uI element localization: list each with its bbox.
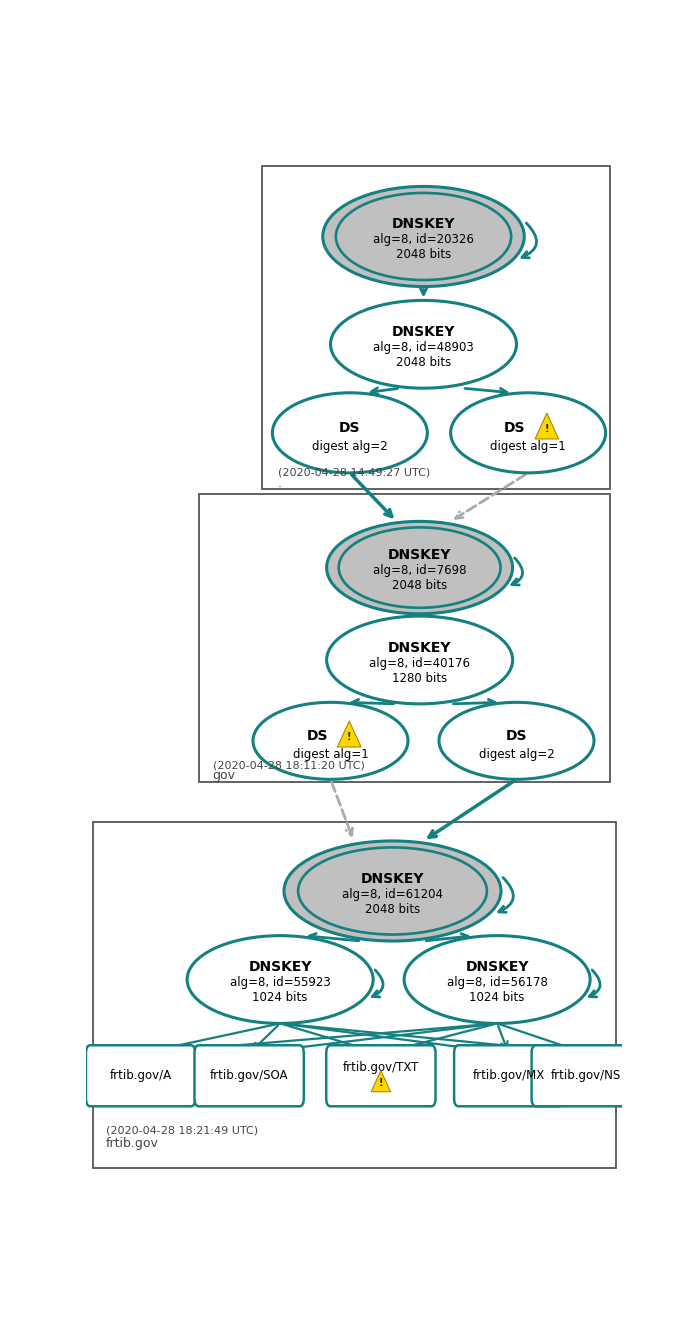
Text: 1024 bits: 1024 bits [469,991,524,1005]
Ellipse shape [253,702,408,779]
Text: DS: DS [504,421,525,435]
Text: digest alg=2: digest alg=2 [312,440,388,453]
Text: 2048 bits: 2048 bits [365,902,420,916]
Text: (2020-04-28 14:49:27 UTC): (2020-04-28 14:49:27 UTC) [278,468,430,477]
Text: !: ! [347,732,352,742]
Text: alg=8, id=20326: alg=8, id=20326 [373,233,474,246]
Text: alg=8, id=61204: alg=8, id=61204 [342,888,443,901]
Text: 1280 bits: 1280 bits [392,672,447,684]
Text: frtib.gov/NS: frtib.gov/NS [551,1070,621,1082]
Ellipse shape [323,186,524,287]
Text: .: . [278,477,282,490]
Ellipse shape [187,936,373,1023]
FancyBboxPatch shape [531,1046,641,1106]
Text: DNSKEY: DNSKEY [248,961,312,974]
Text: alg=8, id=55923: alg=8, id=55923 [229,975,330,989]
Text: DNSKEY: DNSKEY [465,961,529,974]
Ellipse shape [330,300,516,388]
Text: frtib.gov/SOA: frtib.gov/SOA [210,1070,288,1082]
Text: DS: DS [506,728,527,743]
Text: frtib.gov/MX: frtib.gov/MX [473,1070,545,1082]
Ellipse shape [451,393,605,473]
Ellipse shape [404,936,590,1023]
Ellipse shape [284,841,501,941]
Text: 1024 bits: 1024 bits [252,991,307,1005]
Text: 2048 bits: 2048 bits [396,356,451,369]
Polygon shape [337,722,361,747]
Text: DNSKEY: DNSKEY [392,326,455,339]
Text: alg=8, id=56178: alg=8, id=56178 [446,975,547,989]
Text: frtib.gov: frtib.gov [106,1138,159,1151]
FancyBboxPatch shape [326,1046,435,1106]
Text: DNSKEY: DNSKEY [388,549,451,562]
Text: 2048 bits: 2048 bits [396,249,451,262]
FancyBboxPatch shape [194,1046,304,1106]
Text: DNSKEY: DNSKEY [392,217,455,231]
Text: digest alg=1: digest alg=1 [490,440,566,453]
Text: DNSKEY: DNSKEY [388,641,451,655]
FancyBboxPatch shape [454,1046,563,1106]
Ellipse shape [272,393,427,473]
Ellipse shape [336,193,511,280]
Ellipse shape [327,521,513,614]
Text: digest alg=1: digest alg=1 [292,748,368,760]
Text: frtib.gov/TXT: frtib.gov/TXT [343,1062,419,1074]
Text: alg=8, id=40176: alg=8, id=40176 [369,657,470,670]
Text: DS: DS [339,421,361,435]
Text: DS: DS [306,728,328,743]
Polygon shape [535,413,558,439]
Ellipse shape [339,528,500,607]
Text: 2048 bits: 2048 bits [392,579,447,593]
FancyBboxPatch shape [263,166,610,489]
Text: !: ! [545,424,549,433]
Ellipse shape [327,617,513,704]
Ellipse shape [439,702,594,779]
FancyBboxPatch shape [93,821,616,1168]
Ellipse shape [298,848,487,934]
Text: alg=8, id=7698: alg=8, id=7698 [373,563,466,577]
Text: !: ! [379,1078,383,1088]
Text: (2020-04-28 18:21:49 UTC): (2020-04-28 18:21:49 UTC) [106,1126,258,1136]
Text: gov: gov [213,769,236,783]
Text: digest alg=2: digest alg=2 [479,748,554,760]
Text: alg=8, id=48903: alg=8, id=48903 [373,340,474,354]
FancyBboxPatch shape [199,493,610,781]
Polygon shape [371,1070,390,1091]
Text: frtib.gov/A: frtib.gov/A [110,1070,171,1082]
FancyBboxPatch shape [86,1046,196,1106]
Text: DNSKEY: DNSKEY [361,872,424,885]
Text: (2020-04-28 18:11:20 UTC): (2020-04-28 18:11:20 UTC) [213,760,365,769]
